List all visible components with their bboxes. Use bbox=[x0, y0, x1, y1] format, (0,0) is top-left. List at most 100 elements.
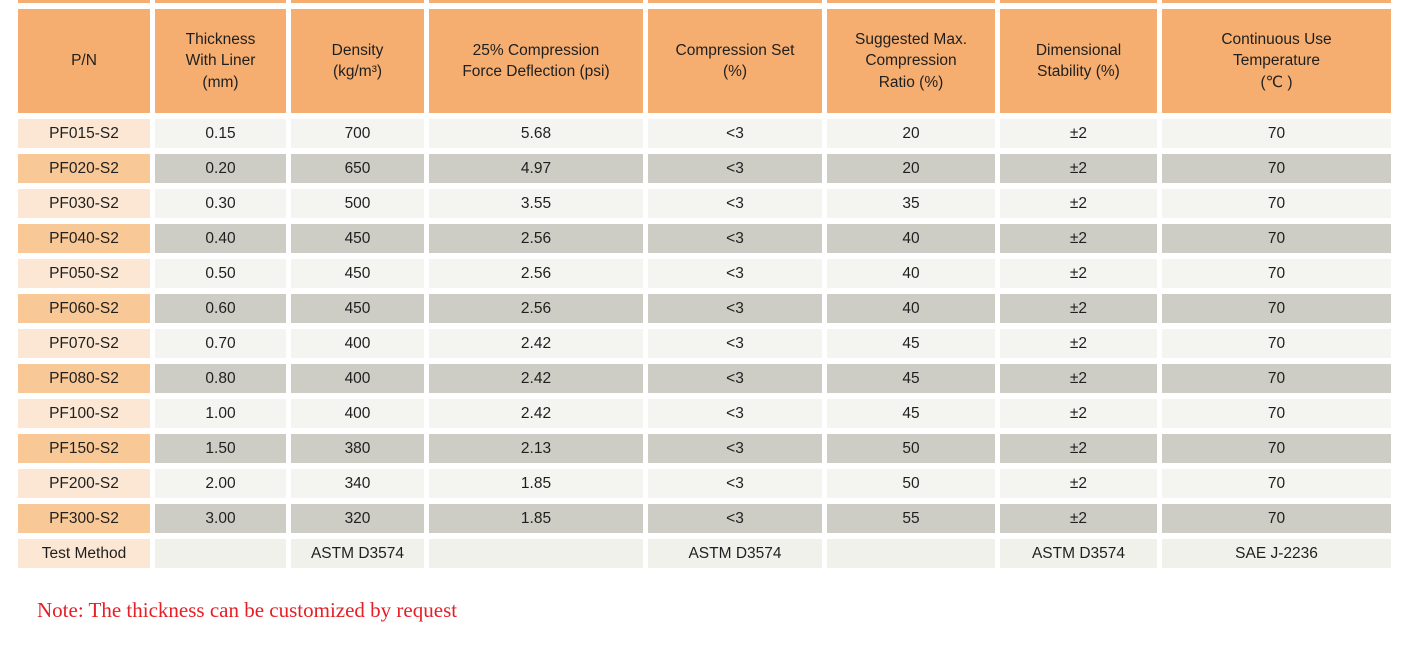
table-cell: 500 bbox=[291, 189, 424, 218]
table-cell: <3 bbox=[648, 504, 822, 533]
row-header: PF015-S2 bbox=[18, 119, 150, 148]
table-cell: 40 bbox=[827, 259, 995, 288]
table-cell: 70 bbox=[1162, 119, 1391, 148]
test-method-label: Test Method bbox=[18, 539, 150, 568]
table-cell: 340 bbox=[291, 469, 424, 498]
table-cell: <3 bbox=[648, 119, 822, 148]
column-header-dimensional-stability: Dimensional Stability (%) bbox=[1000, 9, 1157, 113]
table-cell: 400 bbox=[291, 364, 424, 393]
table-cell: 1.50 bbox=[155, 434, 286, 463]
table-cell: 0.20 bbox=[155, 154, 286, 183]
table-cell: ±2 bbox=[1000, 329, 1157, 358]
table-cell: 3.00 bbox=[155, 504, 286, 533]
top-edge-strip bbox=[1162, 0, 1391, 3]
table-cell: 70 bbox=[1162, 329, 1391, 358]
table-cell: 1.85 bbox=[429, 504, 643, 533]
table-cell: 5.68 bbox=[429, 119, 643, 148]
table-cell: 35 bbox=[827, 189, 995, 218]
row-header: PF150-S2 bbox=[18, 434, 150, 463]
table-cell: 450 bbox=[291, 259, 424, 288]
table-cell: <3 bbox=[648, 469, 822, 498]
table-cell: 2.42 bbox=[429, 399, 643, 428]
table-cell: ±2 bbox=[1000, 259, 1157, 288]
table-cell: 45 bbox=[827, 329, 995, 358]
table-cell: 70 bbox=[1162, 294, 1391, 323]
table-cell: 40 bbox=[827, 224, 995, 253]
row-header: PF300-S2 bbox=[18, 504, 150, 533]
table-cell bbox=[155, 539, 286, 568]
table-cell bbox=[429, 539, 643, 568]
table-cell bbox=[827, 539, 995, 568]
column-header-thickness: Thickness With Liner (mm) bbox=[155, 9, 286, 113]
table-cell: ±2 bbox=[1000, 399, 1157, 428]
top-edge-strip bbox=[18, 0, 150, 3]
table-cell: <3 bbox=[648, 189, 822, 218]
table-cell: SAE J-2236 bbox=[1162, 539, 1391, 568]
table-cell: 20 bbox=[827, 154, 995, 183]
row-header: PF080-S2 bbox=[18, 364, 150, 393]
row-header: PF070-S2 bbox=[18, 329, 150, 358]
table-cell: 2.13 bbox=[429, 434, 643, 463]
table-cell: <3 bbox=[648, 259, 822, 288]
table-cell: <3 bbox=[648, 154, 822, 183]
table-cell: 70 bbox=[1162, 259, 1391, 288]
table-cell: 400 bbox=[291, 399, 424, 428]
table-cell: 320 bbox=[291, 504, 424, 533]
table-cell: 3.55 bbox=[429, 189, 643, 218]
row-header: PF040-S2 bbox=[18, 224, 150, 253]
table-cell: <3 bbox=[648, 224, 822, 253]
top-edge-strip bbox=[827, 0, 995, 3]
row-header: PF030-S2 bbox=[18, 189, 150, 218]
table-cell: 2.56 bbox=[429, 224, 643, 253]
top-edge-strip bbox=[155, 0, 286, 3]
table-cell: ±2 bbox=[1000, 189, 1157, 218]
table-cell: ±2 bbox=[1000, 294, 1157, 323]
table-cell: 0.80 bbox=[155, 364, 286, 393]
table-cell: ±2 bbox=[1000, 364, 1157, 393]
table-cell: 0.15 bbox=[155, 119, 286, 148]
table-cell: 0.40 bbox=[155, 224, 286, 253]
row-header: PF050-S2 bbox=[18, 259, 150, 288]
table-cell: 400 bbox=[291, 329, 424, 358]
table-cell: 45 bbox=[827, 364, 995, 393]
note-text: Note: The thickness can be customized by… bbox=[37, 598, 458, 622]
table-cell: 2.56 bbox=[429, 294, 643, 323]
table-cell: ±2 bbox=[1000, 224, 1157, 253]
table-cell: 50 bbox=[827, 469, 995, 498]
top-edge-strip bbox=[1000, 0, 1157, 3]
table-cell: 2.56 bbox=[429, 259, 643, 288]
table-cell: 380 bbox=[291, 434, 424, 463]
table-cell: 0.30 bbox=[155, 189, 286, 218]
row-header: PF200-S2 bbox=[18, 469, 150, 498]
table-cell: 4.97 bbox=[429, 154, 643, 183]
table-cell: ±2 bbox=[1000, 154, 1157, 183]
table-cell: 450 bbox=[291, 224, 424, 253]
column-header-compression-force-deflection: 25% Compression Force Deflection (psi) bbox=[429, 9, 643, 113]
table-cell: 0.70 bbox=[155, 329, 286, 358]
table-cell: ±2 bbox=[1000, 504, 1157, 533]
table-cell: 450 bbox=[291, 294, 424, 323]
table-cell: <3 bbox=[648, 399, 822, 428]
table-cell: 70 bbox=[1162, 399, 1391, 428]
table-cell: 55 bbox=[827, 504, 995, 533]
table-cell: 2.42 bbox=[429, 364, 643, 393]
table-cell: 70 bbox=[1162, 364, 1391, 393]
table-cell: ±2 bbox=[1000, 434, 1157, 463]
table-cell: 70 bbox=[1162, 469, 1391, 498]
table-cell: 20 bbox=[827, 119, 995, 148]
table-cell: 650 bbox=[291, 154, 424, 183]
table-cell: <3 bbox=[648, 434, 822, 463]
spec-sheet: P/N Thickness With Liner (mm) Density (k… bbox=[18, 0, 1391, 622]
column-header-continuous-use-temperature: Continuous Use Temperature (℃ ) bbox=[1162, 9, 1391, 113]
spec-table: P/N Thickness With Liner (mm) Density (k… bbox=[18, 0, 1391, 568]
table-cell: 1.00 bbox=[155, 399, 286, 428]
column-header-max-compression-ratio: Suggested Max. Compression Ratio (%) bbox=[827, 9, 995, 113]
row-header: PF100-S2 bbox=[18, 399, 150, 428]
table-cell: 0.60 bbox=[155, 294, 286, 323]
table-cell: <3 bbox=[648, 329, 822, 358]
top-edge-strip bbox=[648, 0, 822, 3]
table-cell: 0.50 bbox=[155, 259, 286, 288]
row-header: PF060-S2 bbox=[18, 294, 150, 323]
table-cell: ASTM D3574 bbox=[1000, 539, 1157, 568]
table-cell: <3 bbox=[648, 294, 822, 323]
